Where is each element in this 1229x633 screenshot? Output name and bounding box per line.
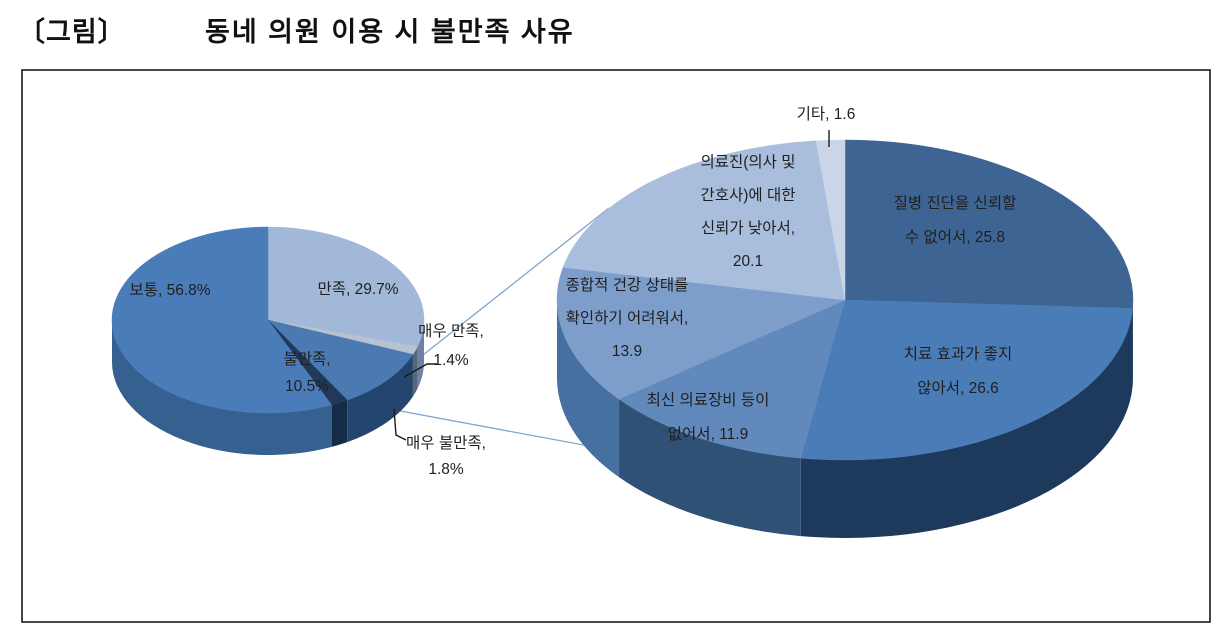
- pie-label-maeu-bulmanjok: 매우 불만족, 1.8%: [406, 431, 486, 483]
- satisfaction-pie-side-0: [417, 320, 424, 389]
- figure-title-prefix: 〔그림〕: [18, 17, 126, 47]
- pie-label-line: 의료진(의사 및: [700, 153, 796, 171]
- pie-label-line: 종합적 건강 상태를: [565, 276, 689, 294]
- pie-label-line: 수 없어서, 25.8: [904, 229, 1006, 246]
- pie-label-line: 확인하기 어려워서,: [565, 309, 689, 327]
- pie-label-line: 최신 의료장비 등이: [646, 392, 770, 409]
- satisfaction-pie-side-1: [412, 346, 418, 397]
- pie-label-line: 신뢰가 낮아서,: [700, 219, 796, 237]
- pie-label-line: 20.1: [732, 252, 764, 270]
- dissatisfaction-reasons-pie-slice-5: [815, 139, 846, 301]
- pie-label-botong: 보통, 56.8%: [129, 277, 210, 304]
- dissatisfaction-reasons-pie-side-1: [800, 308, 1133, 538]
- pie-label-line: 간호사)에 대한: [700, 186, 796, 204]
- satisfaction-pie-slice-0: [267, 226, 425, 348]
- satisfaction-pie-slice-2: [267, 319, 414, 401]
- pie-label-line: 않아서, 26.6: [917, 380, 999, 397]
- pie-label-line: 치료 효과가 좋지: [903, 346, 1013, 363]
- pie-label-line: 매우 불만족,: [406, 435, 486, 452]
- label-leader-line-2: [393, 408, 407, 441]
- pie-label-line: 불만족,: [283, 350, 331, 368]
- dissatisfaction-reasons-pie-slice-2: [618, 299, 846, 459]
- pie-label-line: 1.8%: [428, 461, 464, 478]
- pie-label-line: 만족, 29.7%: [317, 280, 399, 298]
- pie-label-line: 13.9: [611, 342, 643, 360]
- dissatisfaction-reasons-pie-side-2: [618, 399, 801, 537]
- dissatisfaction-reasons-pie-slice-4: [562, 140, 846, 301]
- satisfaction-pie-side-2: [347, 354, 413, 443]
- pie-label-line: 기타, 1.6: [796, 105, 856, 123]
- dissatisfaction-reasons-pie-slice-0: [844, 139, 1134, 309]
- pie-label-line: 10.5%: [285, 377, 329, 395]
- satisfaction-pie-side-3: [331, 400, 348, 447]
- pie-label-bulmanjok: 불만족, 10.5%: [283, 346, 330, 400]
- pie-label-manjok: 만족, 29.7%: [317, 276, 398, 303]
- pie-label-line: 질병 진단을 신뢰할: [893, 195, 1017, 212]
- series-connector-line-1: [422, 207, 610, 356]
- dissatisfaction-reasons-pie-side-3: [557, 300, 619, 478]
- pie-label-line: 없어서, 11.9: [667, 426, 749, 443]
- pie-label-line: 매우 만족,: [418, 322, 484, 340]
- figure-title-row: 〔그림〕 동네 의원 이용 시 불만족 사유: [0, 8, 1229, 52]
- satisfaction-pie-slice-4: [111, 226, 333, 414]
- figure-title: 동네 의원 이용 시 불만족 사유: [205, 17, 575, 47]
- dissatisfaction-reasons-pie-slice-3: [556, 267, 846, 400]
- pie-label-gita: 기타, 1.6: [797, 101, 856, 128]
- label-leader-line-1: [403, 363, 437, 378]
- dissatisfaction-reasons-pie-slice-1: [800, 299, 1133, 461]
- pie-label-maeu-manjok: 매우 만족, 1.4%: [418, 317, 484, 375]
- pie-label-line: 1.4%: [433, 351, 469, 369]
- satisfaction-pie-side-4: [112, 320, 332, 455]
- pie-label-line: 보통, 56.8%: [129, 281, 211, 299]
